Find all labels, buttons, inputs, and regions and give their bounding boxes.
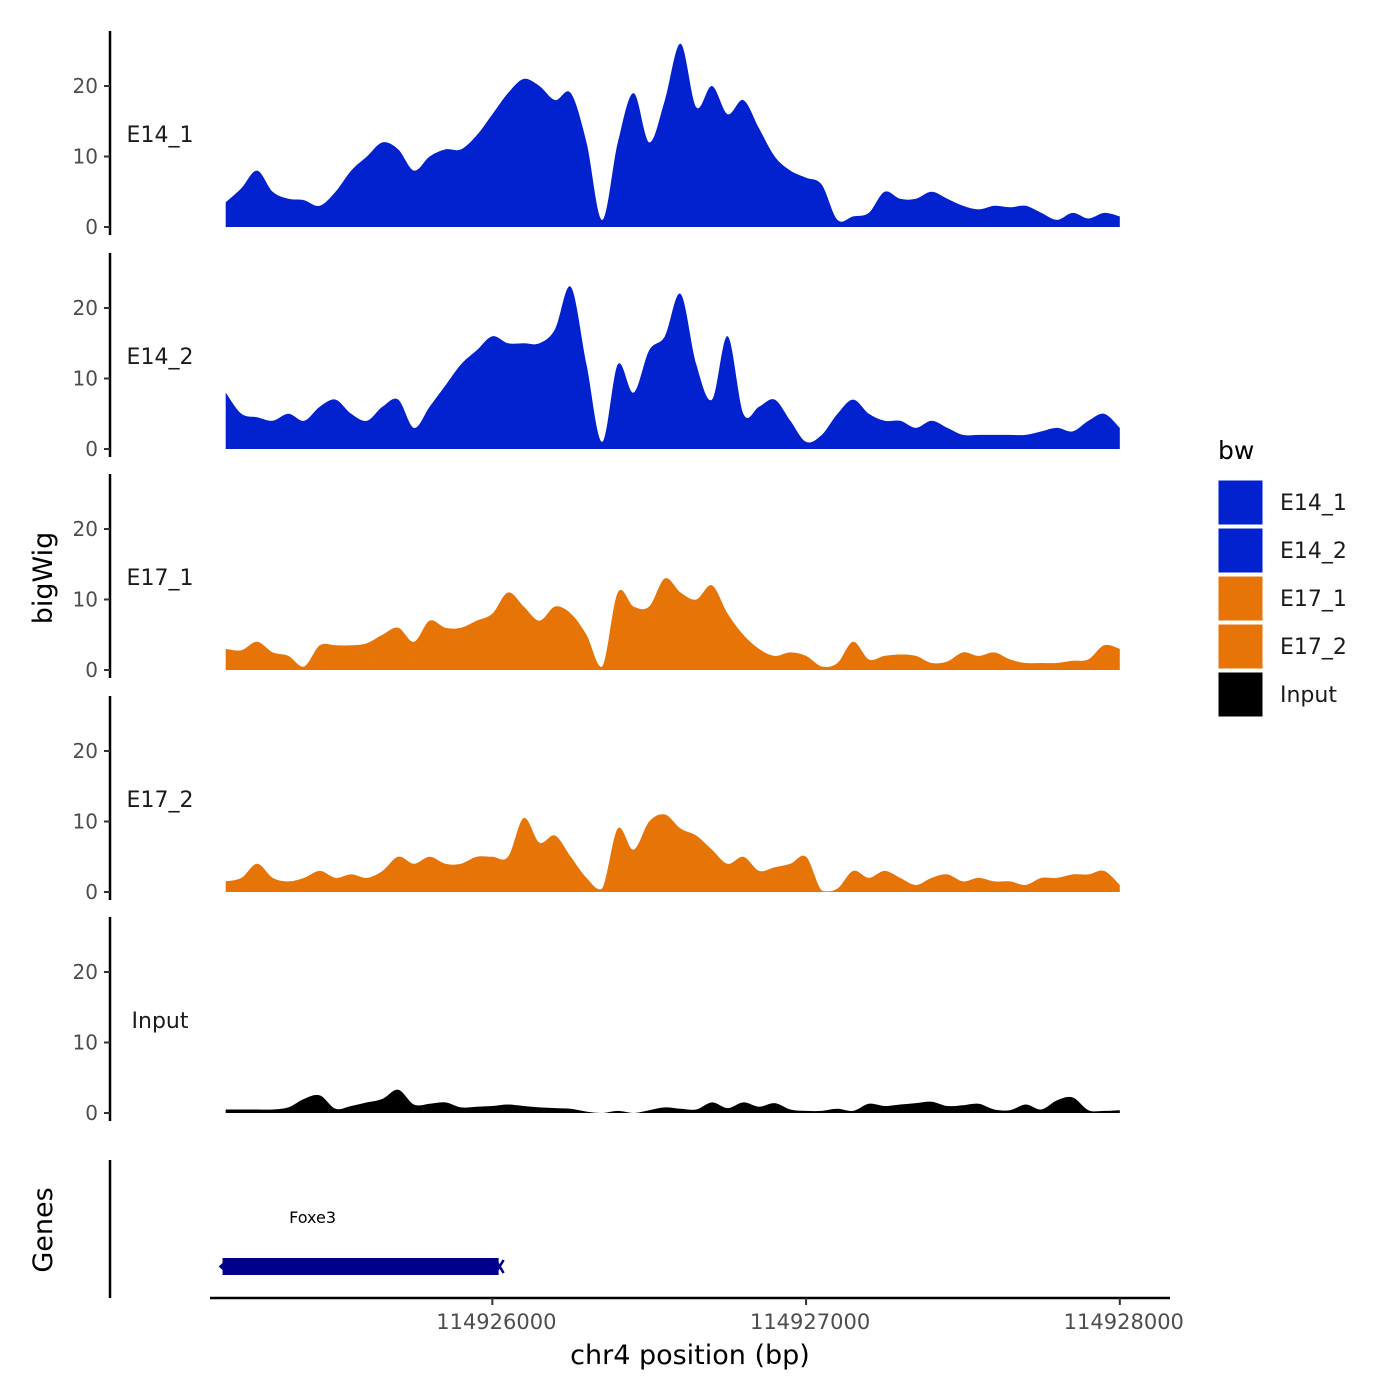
track-E14_2: 0 10 20 E14_2 <box>73 253 1120 461</box>
y-tick-label: 10 <box>73 588 98 612</box>
y-tick-label: 0 <box>85 658 98 682</box>
y-axis-title: bigWig <box>28 532 59 625</box>
track-label: E14_2 <box>127 345 194 370</box>
legend-key-E17_2 <box>1217 623 1264 670</box>
signal-area-E17_2 <box>225 814 1120 892</box>
y-tick-label: 10 <box>73 810 98 834</box>
y-tick-label: 0 <box>85 1101 98 1125</box>
x-axis-title: chr4 position (bp) <box>570 1340 810 1371</box>
track-label: Input <box>132 1009 189 1034</box>
signal-area-E14_1 <box>225 43 1120 227</box>
legend-label-E17_1: E17_1 <box>1280 587 1347 612</box>
legend-key-E14_1 <box>1217 479 1264 526</box>
x-axis: 114926000 114927000 114928000 <box>210 1296 1184 1334</box>
legend-key-Input <box>1217 671 1264 718</box>
y-tick-label: 0 <box>85 437 98 461</box>
track-E17_1: 0 10 20 E17_1 <box>73 474 1120 682</box>
track-label: E17_2 <box>127 788 194 813</box>
track-label: E14_1 <box>127 123 194 148</box>
y-tick-label: 20 <box>73 517 98 541</box>
gene-strand-arrow <box>218 1259 229 1274</box>
legend-label-Input: Input <box>1280 683 1337 708</box>
genes-axis-title: Genes <box>28 1187 59 1272</box>
y-tick-label: 20 <box>73 960 98 984</box>
y-tick-label: 0 <box>85 215 98 239</box>
legend-label-E14_1: E14_1 <box>1280 491 1347 516</box>
gene-end-marker <box>494 1259 505 1274</box>
legend: bw E14_1 E14_2 E17_1 E17_2 Input <box>1217 436 1347 718</box>
gene-body <box>222 1258 499 1275</box>
legend-key-E17_1 <box>1217 575 1264 622</box>
y-tick-label: 10 <box>73 367 98 391</box>
y-tick-label: 20 <box>73 739 98 763</box>
y-tick-label: 10 <box>73 145 98 169</box>
x-tick-label: 114928000 <box>1064 1310 1184 1334</box>
y-tick-label: 20 <box>73 296 98 320</box>
signal-area-E17_1 <box>225 578 1120 670</box>
signal-tracks: 0 10 20 E14_1 0 10 20 E14_2 0 10 20 E17_1 0 10 20 E17_2… <box>73 31 1120 1125</box>
legend-label-E14_2: E14_2 <box>1280 539 1347 564</box>
y-tick-label: 20 <box>73 74 98 98</box>
x-tick-label: 114926000 <box>436 1310 556 1334</box>
x-tick-label: 114927000 <box>750 1310 870 1334</box>
legend-key-E14_2 <box>1217 527 1264 574</box>
y-tick-label: 10 <box>73 1031 98 1055</box>
signal-area-Input <box>225 1089 1120 1113</box>
track-E14_1: 0 10 20 E14_1 <box>73 31 1120 239</box>
y-tick-label: 0 <box>85 880 98 904</box>
track-E17_2: 0 10 20 E17_2 <box>73 696 1120 904</box>
track-label: E17_1 <box>127 566 194 591</box>
legend-title: bw <box>1218 436 1254 465</box>
gene-annotation-panel: Foxe3 <box>108 1160 505 1298</box>
legend-label-E17_2: E17_2 <box>1280 635 1347 660</box>
gene-label: Foxe3 <box>289 1208 336 1227</box>
track-Input: 0 10 20 Input <box>73 917 1120 1125</box>
signal-area-E14_2 <box>225 286 1120 449</box>
